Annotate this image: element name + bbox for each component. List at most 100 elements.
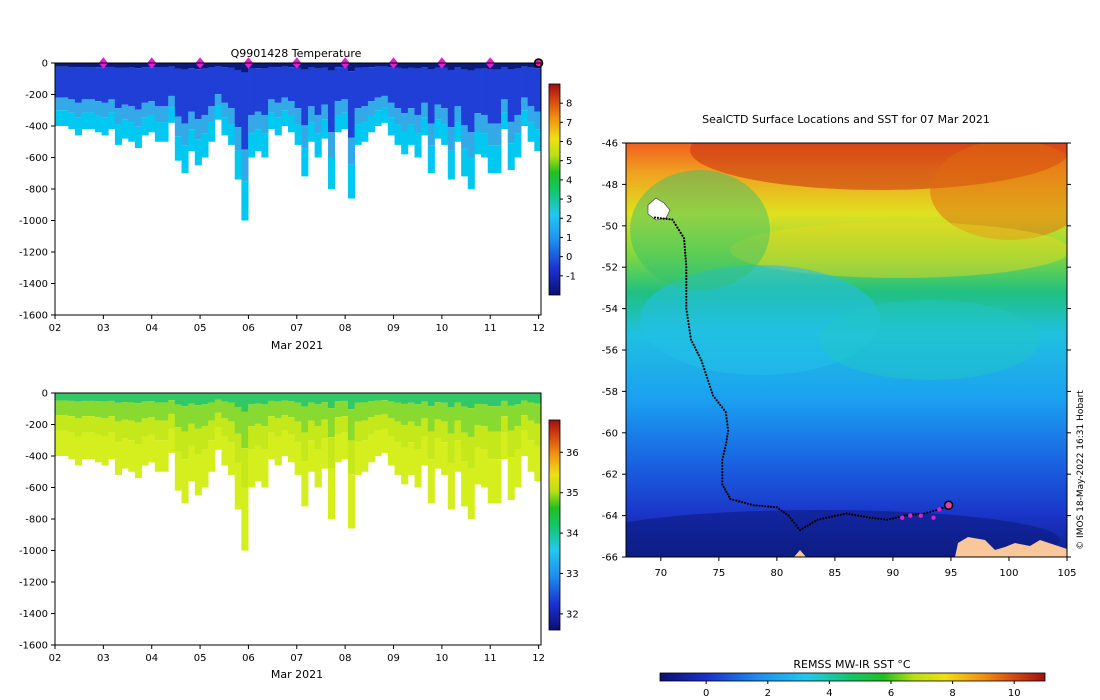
profile-cell (288, 63, 296, 68)
profile-cell (121, 104, 129, 120)
track-point (941, 506, 944, 510)
sst-colorbar-tick-label: 4 (826, 688, 832, 699)
track-point (687, 323, 690, 326)
profile-cell (294, 393, 302, 403)
profile-cell (134, 109, 142, 127)
profile-cell (134, 68, 142, 110)
y-tick-label: -1600 (19, 641, 48, 652)
profile-cell (407, 421, 415, 443)
profile-cell (334, 434, 342, 463)
salinity-xlabel: Mar 2021 (271, 668, 323, 681)
profile-cell (294, 442, 302, 475)
track-point (679, 231, 682, 234)
profile-cell (361, 440, 369, 472)
profile-cell (61, 110, 69, 126)
profile-cell (341, 393, 349, 401)
x-tick-label: 05 (194, 323, 207, 334)
track-point (839, 513, 842, 516)
profile-cell (467, 437, 475, 469)
profile-cell (168, 428, 176, 453)
map-x-tick-label: 95 (945, 568, 958, 579)
profile-cell (254, 403, 262, 424)
profile-cell (341, 416, 349, 433)
profile-cell (114, 393, 122, 403)
profile-cell (454, 63, 462, 68)
y-tick-label: -400 (25, 452, 48, 463)
track-point (782, 511, 785, 514)
profile-cell (194, 454, 202, 496)
profile-cell (347, 409, 355, 441)
profile-cell (454, 106, 462, 123)
profile-cell (188, 63, 196, 69)
profile-cell (154, 440, 162, 472)
profile-cell (361, 106, 369, 123)
track-point (721, 483, 724, 486)
profile-cell (534, 423, 542, 446)
profile-cell (301, 63, 309, 70)
profile-cell (507, 430, 515, 458)
profile-cell (248, 114, 256, 134)
track-point (721, 467, 724, 471)
track-point (785, 512, 788, 516)
profile-cell (81, 400, 89, 417)
x-tick-label: 06 (242, 653, 255, 664)
profile-cell (434, 402, 442, 420)
track-point (683, 245, 686, 248)
profile-cell (174, 404, 182, 428)
profile-cell (154, 63, 162, 68)
profile-cell (387, 393, 395, 402)
profile-cell (467, 157, 475, 189)
profile-cell (74, 436, 83, 466)
profile-cell (514, 404, 522, 427)
profile-cell (254, 393, 262, 404)
profile-cell (461, 125, 469, 149)
profile-cell (181, 459, 189, 504)
sst-colorbar-tick-label: 0 (703, 688, 709, 699)
profile-cell (487, 406, 495, 432)
profile-cell (427, 63, 435, 70)
profile-cell (128, 393, 136, 403)
track-point (721, 461, 724, 464)
profile-cell (407, 108, 415, 125)
profile-cell (314, 426, 322, 450)
profile-cell (501, 432, 509, 460)
profile-cell (281, 63, 289, 67)
profile-cell (454, 393, 462, 403)
profile-cell (214, 66, 222, 95)
track-point (685, 310, 688, 313)
profile-cell (347, 71, 355, 138)
profile-cell (367, 114, 375, 133)
track-point (721, 480, 724, 483)
profile-cell (221, 67, 229, 103)
x-tick-label: 04 (145, 653, 158, 664)
track-point (797, 526, 800, 529)
track-point (746, 502, 750, 505)
profile-cell (527, 106, 535, 123)
profile-cell (234, 433, 242, 463)
salinity-panel: 0 -200 -400 -600 -800 -1000 -1200 -1400 -1600 02… (19, 389, 579, 682)
map-x-tick-label: 100 (999, 568, 1018, 579)
profile-cell (467, 393, 475, 409)
profile-cell (394, 67, 402, 109)
profile-cell (394, 393, 402, 403)
colorbar-tick-label: 5 (566, 156, 572, 167)
profile-cell (481, 114, 489, 134)
track-point (726, 493, 729, 496)
profile-cell (134, 403, 142, 423)
y-tick-label: -600 (25, 153, 48, 164)
profile-cell (88, 432, 96, 460)
profile-cell (221, 63, 229, 68)
profile-cell (128, 106, 136, 123)
track-point (726, 426, 729, 429)
profile-cell (68, 400, 76, 417)
profile-cell (347, 137, 355, 165)
profile-cell (214, 427, 222, 450)
profile-cell (94, 393, 103, 402)
profile-cell (501, 63, 509, 67)
profile-cell (367, 401, 375, 418)
profile-cell (81, 393, 89, 401)
profile-cell (194, 119, 202, 140)
track-point (923, 512, 926, 515)
track-point (848, 512, 851, 516)
profile-cell (294, 402, 302, 422)
